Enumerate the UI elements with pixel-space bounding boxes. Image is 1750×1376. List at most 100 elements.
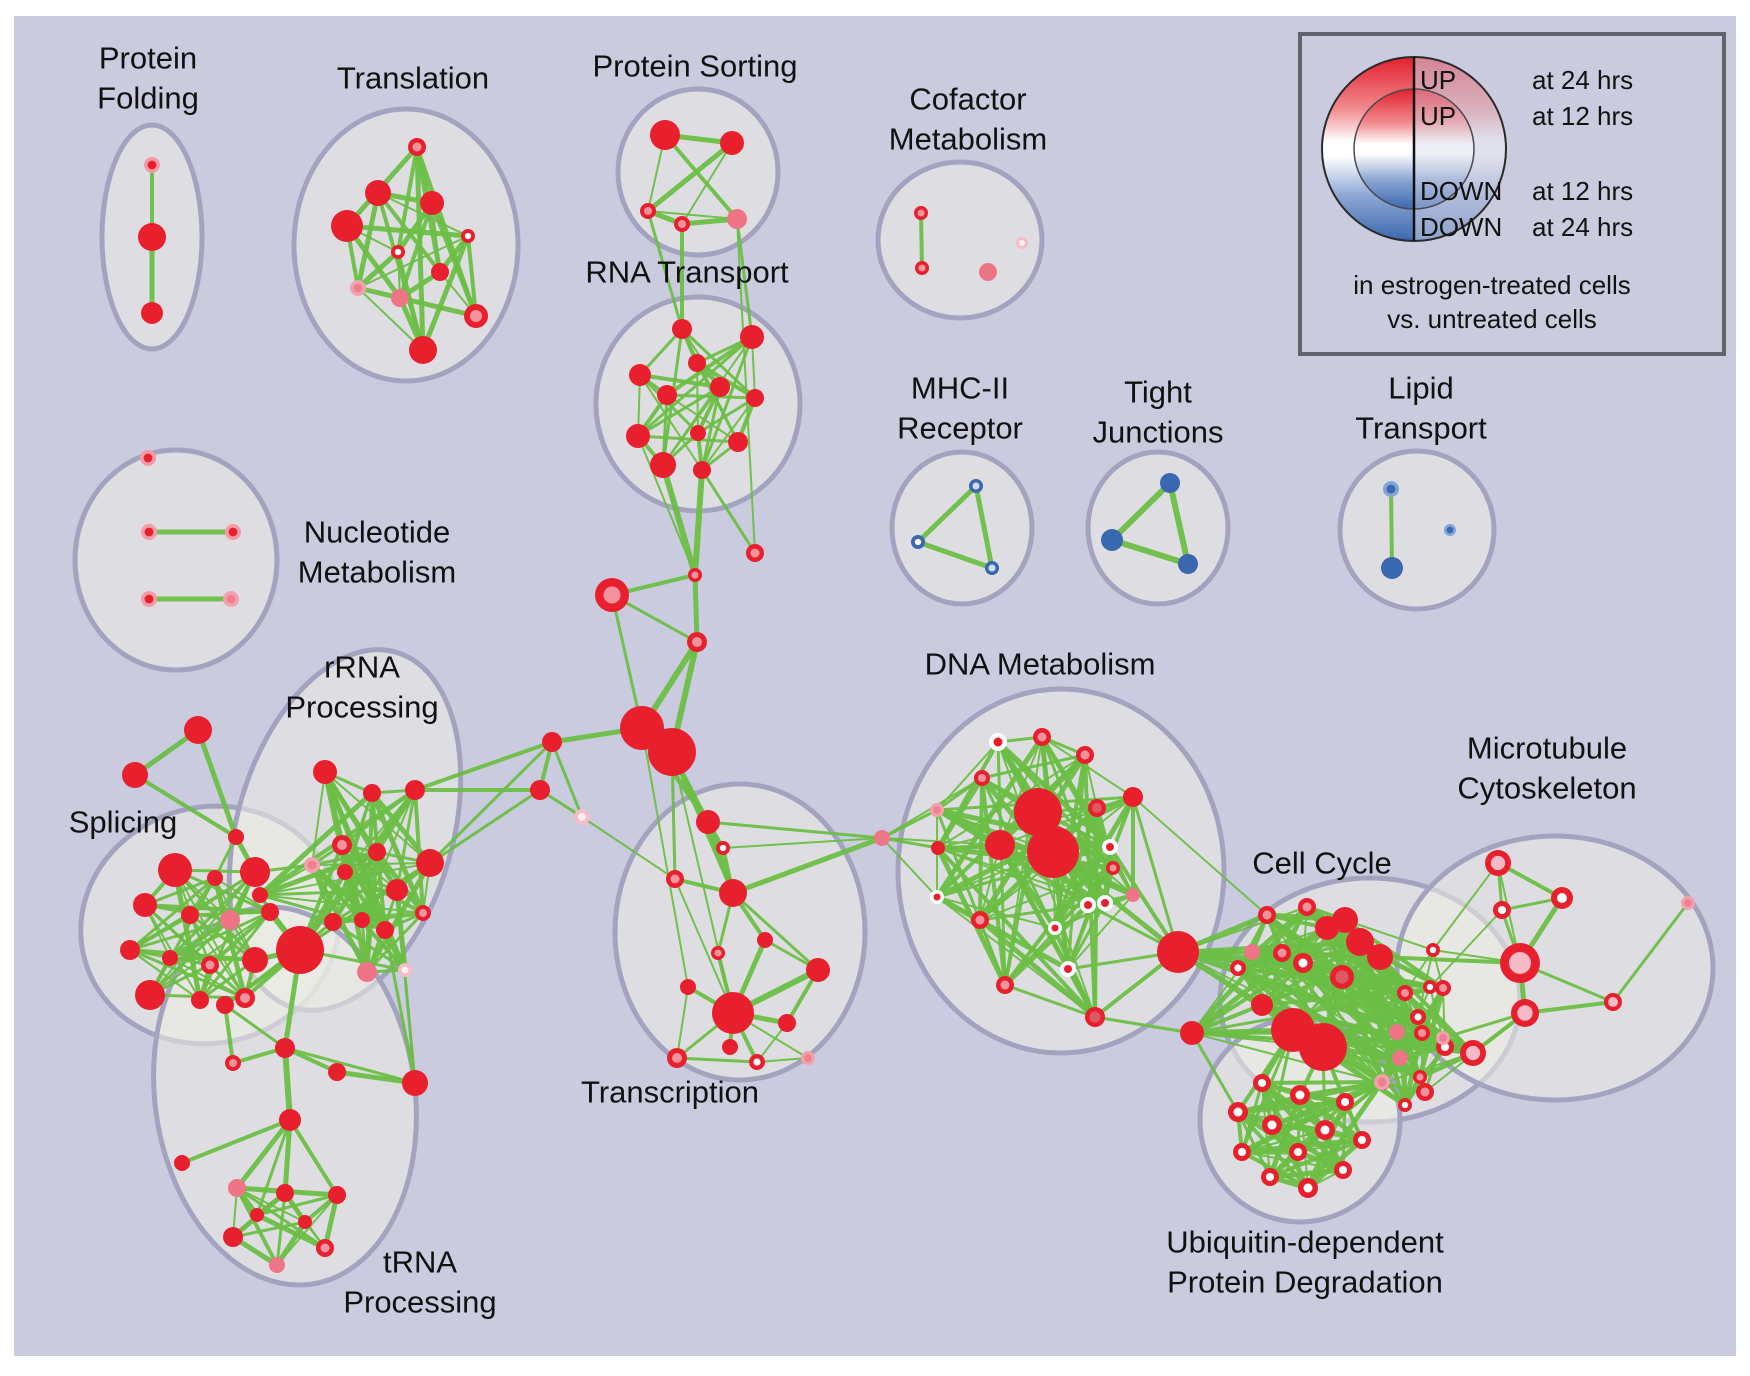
gene-node bbox=[376, 921, 394, 939]
legend-caption: in estrogen-treated cells bbox=[1353, 270, 1630, 300]
interaction-edge bbox=[610, 593, 644, 730]
interaction-edge bbox=[143, 876, 217, 907]
interaction-edge bbox=[646, 209, 684, 331]
interaction-edge bbox=[641, 727, 689, 988]
interaction-edge bbox=[395, 788, 417, 892]
interaction-edge bbox=[149, 911, 271, 996]
interaction-edge bbox=[665, 393, 757, 400]
gene-node-core bbox=[933, 806, 941, 814]
gene-node-core bbox=[1414, 1013, 1422, 1021]
cluster-ellipse-translation bbox=[291, 106, 521, 384]
gene-node bbox=[431, 263, 449, 281]
cluster-ellipse-nucleotide-metabolism bbox=[72, 447, 280, 673]
interaction-edge bbox=[212, 875, 248, 1001]
interaction-edge bbox=[973, 483, 995, 571]
gene-node-core bbox=[1089, 1011, 1101, 1023]
gene-node bbox=[158, 853, 192, 887]
gene-node bbox=[1251, 994, 1273, 1016]
gene-node-core bbox=[1418, 1029, 1426, 1037]
interaction-edge bbox=[128, 876, 217, 952]
interaction-edge bbox=[344, 871, 406, 971]
interaction-edge bbox=[129, 949, 201, 1001]
interaction-edge bbox=[979, 867, 1114, 921]
gene-node-core bbox=[1302, 902, 1312, 912]
interaction-edge bbox=[636, 335, 754, 438]
gene-node bbox=[337, 864, 353, 880]
interaction-edge bbox=[355, 249, 401, 291]
interaction-edge bbox=[195, 727, 239, 840]
gene-node bbox=[693, 461, 711, 479]
gene-node-core bbox=[1446, 526, 1454, 534]
interaction-edge bbox=[696, 362, 699, 434]
interaction-edge bbox=[1251, 927, 1328, 953]
gene-node bbox=[1332, 907, 1358, 933]
gene-node-core bbox=[1377, 1077, 1387, 1087]
interaction-edge bbox=[999, 796, 1134, 846]
gene-node bbox=[1392, 1050, 1408, 1066]
interaction-edge bbox=[429, 200, 479, 319]
interaction-edge bbox=[168, 918, 232, 960]
cluster-ellipse-lipid-transport bbox=[1337, 448, 1497, 612]
cluster-label-cofactor-metabolism: Metabolism bbox=[889, 122, 1048, 157]
gene-node-core bbox=[672, 1053, 682, 1063]
interaction-edge bbox=[681, 142, 733, 225]
cluster-label-nucleotide-metabolism: Nucleotide bbox=[304, 515, 450, 550]
legend-direction-label: UP bbox=[1420, 101, 1456, 131]
interaction-edge bbox=[978, 903, 1090, 922]
interaction-edge bbox=[934, 734, 1045, 900]
gene-node-core bbox=[1019, 240, 1025, 246]
interaction-edge bbox=[223, 1003, 287, 1050]
gene-node-core bbox=[1267, 1120, 1277, 1130]
interaction-edge bbox=[466, 234, 478, 318]
gene-node-core bbox=[1101, 899, 1109, 907]
gene-node-core bbox=[691, 571, 699, 579]
interaction-edge bbox=[637, 435, 696, 576]
interaction-edge bbox=[254, 1212, 328, 1251]
interaction-edge bbox=[662, 386, 721, 466]
gene-node-core bbox=[1497, 905, 1507, 915]
interaction-edge bbox=[735, 217, 754, 339]
interaction-edge bbox=[700, 385, 722, 472]
gene-node-core bbox=[719, 844, 727, 852]
interaction-edge bbox=[1611, 901, 1690, 1004]
gene-node bbox=[626, 424, 650, 448]
gene-node-core bbox=[1401, 989, 1409, 997]
gene-node-core bbox=[1303, 1183, 1313, 1193]
interaction-edge bbox=[1404, 949, 1434, 994]
interaction-edge bbox=[880, 836, 940, 850]
gene-node bbox=[728, 432, 748, 452]
interaction-edge bbox=[696, 396, 757, 435]
gene-node bbox=[650, 120, 680, 150]
gene-node bbox=[690, 425, 706, 441]
interaction-edge bbox=[700, 468, 757, 555]
gene-node-core bbox=[1439, 1034, 1447, 1042]
gene-node bbox=[746, 389, 764, 407]
interaction-edge bbox=[581, 816, 676, 880]
interaction-edge bbox=[322, 1192, 340, 1251]
interaction-edge bbox=[1190, 1031, 1240, 1114]
gene-node bbox=[276, 1184, 294, 1202]
gene-node bbox=[328, 1063, 346, 1081]
gene-node-core bbox=[644, 207, 652, 215]
interaction-edge bbox=[915, 539, 995, 571]
interaction-edge bbox=[283, 1046, 417, 1085]
gene-node bbox=[405, 780, 425, 800]
interaction-edge bbox=[666, 394, 739, 443]
interaction-edge bbox=[128, 948, 247, 1000]
gene-node bbox=[712, 992, 754, 1034]
cluster-label-rna-transport: RNA Transport bbox=[585, 255, 789, 290]
interaction-edge bbox=[1093, 806, 1099, 1019]
interaction-edge bbox=[258, 888, 399, 897]
interaction-edge bbox=[282, 1045, 293, 1123]
interaction-edge bbox=[311, 862, 431, 866]
interaction-edge bbox=[234, 1117, 293, 1191]
gene-node bbox=[1346, 928, 1374, 956]
gene-node-core bbox=[1357, 1135, 1367, 1145]
interaction-edge bbox=[128, 918, 232, 952]
gene-node bbox=[141, 302, 163, 324]
gene-node-core bbox=[1257, 1078, 1267, 1088]
interaction-edge bbox=[1235, 965, 1423, 1080]
interaction-edge bbox=[1050, 849, 1181, 955]
cluster-label-tight-junctions: Junctions bbox=[1093, 415, 1224, 450]
gene-node-core bbox=[353, 283, 363, 293]
